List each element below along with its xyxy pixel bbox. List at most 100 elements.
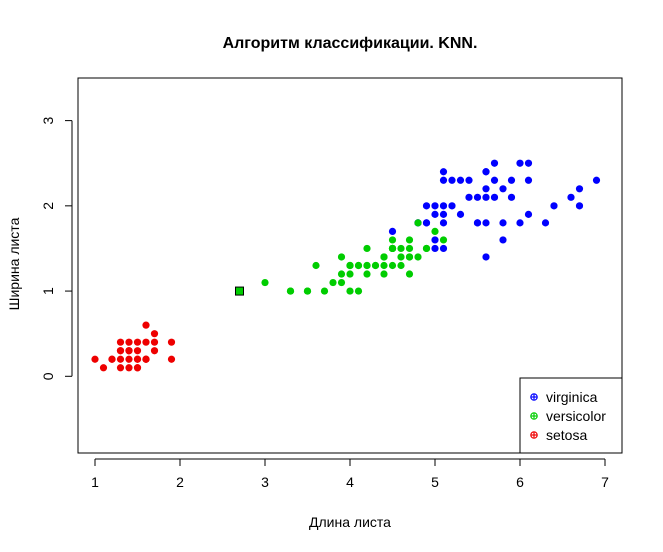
data-point-setosa: [133, 338, 142, 346]
data-point-versicolor: [363, 261, 371, 270]
data-point-setosa: [142, 338, 150, 346]
data-point-versicolor: [431, 227, 439, 236]
data-point-versicolor: [380, 253, 388, 261]
data-point-virginica: [456, 176, 465, 184]
data-point-versicolor: [405, 244, 414, 253]
data-point-versicolor: [337, 253, 346, 261]
y-tick-label: 0: [40, 372, 56, 380]
y-tick-label: 2: [40, 202, 56, 210]
data-point-versicolor: [354, 287, 363, 295]
data-point-setosa: [125, 347, 133, 355]
data-point-virginica: [439, 219, 448, 227]
data-point-versicolor: [371, 261, 380, 270]
data-point-versicolor: [380, 270, 388, 278]
data-point-versicolor: [354, 261, 363, 270]
legend-label-virginica: virginica: [546, 389, 598, 405]
data-point-setosa: [108, 355, 116, 363]
data-point-setosa: [99, 364, 108, 372]
data-point-virginica: [465, 176, 473, 184]
data-point-virginica: [482, 168, 490, 176]
y-tick-label: 3: [40, 117, 56, 125]
x-tick-label: 6: [516, 474, 524, 490]
data-point-virginica: [448, 202, 456, 210]
data-point-versicolor: [414, 253, 422, 261]
data-point-virginica: [439, 202, 448, 210]
data-point-setosa: [167, 355, 176, 363]
data-point-versicolor: [388, 244, 397, 253]
data-point-virginica: [439, 176, 448, 184]
data-point-versicolor: [439, 236, 448, 244]
data-point-virginica: [499, 236, 507, 244]
x-axis: 1 2 3 4 5 6 7: [91, 458, 609, 490]
data-point-virginica: [575, 202, 584, 210]
data-point-versicolor: [346, 270, 354, 278]
data-point-virginica: [439, 244, 448, 253]
data-point-virginica: [482, 193, 490, 201]
data-point-virginica: [499, 185, 507, 193]
data-point-setosa: [91, 355, 99, 363]
data-point-virginica: [524, 159, 533, 167]
data-point-setosa: [142, 355, 150, 363]
x-tick-label: 2: [176, 474, 184, 490]
data-point-setosa: [133, 364, 142, 372]
x-tick-label: 3: [261, 474, 269, 490]
data-point-virginica: [516, 219, 524, 227]
data-point-versicolor: [303, 287, 312, 295]
data-point-virginica: [567, 193, 575, 201]
data-point-virginica: [482, 253, 490, 261]
data-point-versicolor: [329, 278, 337, 287]
data-point-virginica: [490, 193, 499, 201]
data-point-setosa: [116, 338, 125, 346]
x-axis-label: Длина листа: [309, 514, 391, 530]
data-point-virginica: [482, 219, 490, 227]
series-versicolor: [261, 219, 448, 295]
data-point-versicolor: [397, 253, 405, 261]
data-point-setosa: [150, 338, 159, 346]
data-point-versicolor: [346, 261, 354, 270]
data-point-virginica: [473, 193, 482, 201]
chart-title: Алгоритм классификации. KNN.: [223, 35, 478, 52]
y-tick-label: 1: [40, 287, 56, 295]
data-point-setosa: [133, 355, 142, 363]
data-point-virginica: [431, 202, 439, 210]
data-point-virginica: [431, 244, 439, 253]
data-point-virginica: [490, 159, 499, 167]
data-point-virginica: [524, 210, 533, 218]
y-axis-label: Ширина листа: [6, 217, 22, 310]
data-point-versicolor: [388, 261, 397, 270]
data-point-setosa: [125, 338, 133, 346]
data-point-virginica: [541, 219, 550, 227]
x-tick-label: 4: [346, 474, 354, 490]
data-point-virginica: [524, 176, 533, 184]
data-point-versicolor: [397, 261, 405, 270]
data-point-virginica: [516, 159, 524, 167]
data-point-versicolor: [363, 244, 371, 253]
data-point-virginica: [490, 176, 499, 184]
data-point-virginica: [422, 219, 431, 227]
legend: virginica versicolor setosa: [519, 377, 623, 454]
data-point-virginica: [575, 185, 584, 193]
data-point-virginica: [482, 185, 490, 193]
data-point-setosa: [125, 355, 133, 363]
data-point-virginica: [499, 219, 507, 227]
legend-label-setosa: setosa: [546, 427, 587, 443]
x-tick-label: 5: [431, 474, 439, 490]
data-point-versicolor: [286, 287, 295, 295]
data-point-setosa: [116, 364, 125, 372]
data-point-versicolor: [397, 244, 405, 253]
data-point-setosa: [167, 338, 176, 346]
data-point-versicolor: [346, 287, 354, 295]
data-point-virginica: [507, 176, 516, 184]
data-point-versicolor: [363, 270, 371, 278]
plot-area-frame: [77, 77, 623, 454]
y-axis: 0 1 2 3: [40, 117, 73, 380]
data-point-virginica: [465, 193, 473, 201]
data-point-versicolor: [422, 244, 431, 253]
data-point-setosa: [142, 321, 150, 329]
data-point-virginica: [439, 168, 448, 176]
data-point-virginica: [388, 227, 397, 236]
x-tick-label: 7: [601, 474, 609, 490]
series-setosa: [91, 321, 176, 372]
data-point-virginica: [431, 236, 439, 244]
